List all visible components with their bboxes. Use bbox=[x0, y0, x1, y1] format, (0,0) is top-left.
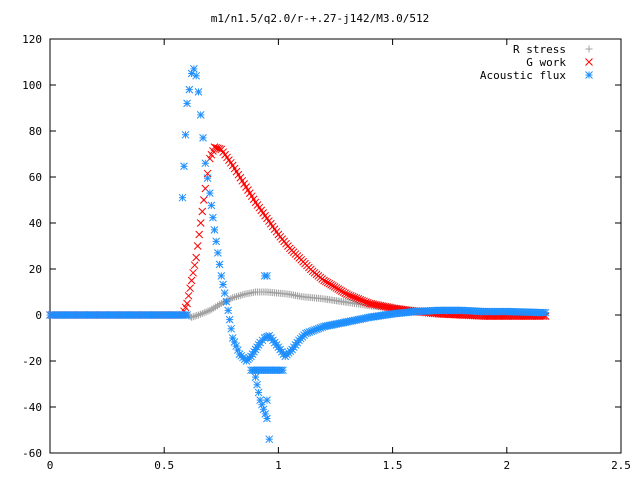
data-point bbox=[181, 130, 190, 139]
legend-label: R stress bbox=[513, 43, 566, 56]
data-point bbox=[219, 280, 227, 289]
y-tick-label: 20 bbox=[29, 263, 42, 276]
legend-label: G work bbox=[526, 56, 566, 69]
y-tick-label: 120 bbox=[22, 33, 42, 46]
data-point bbox=[183, 99, 191, 108]
data-point bbox=[225, 315, 234, 324]
y-tick-label: 60 bbox=[29, 171, 42, 184]
chart-title: m1/n1.5/q2.0/r-+.27-j142/M3.0/512 bbox=[211, 12, 430, 25]
data-point bbox=[195, 230, 204, 239]
data-point bbox=[199, 134, 207, 142]
axes bbox=[49, 38, 622, 454]
y-tick-label: 80 bbox=[29, 125, 42, 138]
data-point bbox=[224, 306, 233, 315]
data-point bbox=[210, 226, 219, 234]
data-point bbox=[185, 85, 194, 94]
y-tick-label: -40 bbox=[22, 401, 42, 414]
data-point bbox=[217, 272, 226, 280]
data-point bbox=[196, 219, 205, 227]
data-point bbox=[228, 334, 237, 342]
data-point bbox=[254, 388, 263, 397]
legend-label: Acoustic flux bbox=[480, 69, 566, 82]
x-tick-label: 2.5 bbox=[611, 459, 631, 472]
legend-marker bbox=[585, 58, 593, 66]
y-tick-label: -60 bbox=[22, 447, 42, 460]
data-point bbox=[203, 174, 212, 183]
plot-frame bbox=[49, 38, 622, 454]
data-point bbox=[187, 276, 196, 285]
y-tick-label: 100 bbox=[22, 79, 42, 92]
data-point bbox=[265, 435, 274, 444]
data-point bbox=[190, 65, 198, 73]
data-point bbox=[191, 312, 199, 320]
data-point bbox=[189, 268, 197, 277]
x-tick-label: 2 bbox=[503, 459, 510, 472]
x-tick-label: 0.5 bbox=[154, 459, 174, 472]
data-point bbox=[183, 299, 191, 308]
x-tick-label: 1.5 bbox=[383, 459, 403, 472]
y-tick-label: -20 bbox=[22, 355, 42, 368]
data-point bbox=[201, 159, 210, 168]
data-point bbox=[234, 292, 242, 300]
data-point bbox=[263, 272, 271, 280]
data-point bbox=[184, 291, 193, 300]
data-point bbox=[263, 414, 271, 423]
data-point bbox=[207, 201, 216, 210]
data-point bbox=[541, 308, 550, 317]
data-point bbox=[209, 213, 217, 222]
data-point bbox=[230, 338, 239, 346]
series-layer bbox=[46, 65, 550, 444]
data-point bbox=[194, 88, 203, 96]
data-point bbox=[214, 249, 222, 257]
data-point bbox=[206, 189, 214, 197]
data-point bbox=[251, 373, 260, 381]
data-point bbox=[183, 311, 191, 319]
data-point bbox=[178, 193, 187, 202]
data-point bbox=[236, 291, 244, 299]
data-point bbox=[212, 237, 221, 246]
data-point bbox=[279, 366, 287, 375]
data-point bbox=[199, 196, 208, 204]
data-point bbox=[263, 396, 271, 404]
data-point bbox=[253, 380, 261, 389]
y-tick-label: 40 bbox=[29, 217, 42, 230]
data-point bbox=[196, 111, 205, 119]
data-point bbox=[193, 312, 201, 320]
data-point bbox=[190, 261, 199, 270]
data-point bbox=[186, 284, 194, 293]
data-point bbox=[215, 260, 224, 269]
data-point bbox=[192, 71, 201, 80]
data-point bbox=[198, 207, 207, 216]
data-point bbox=[238, 291, 246, 299]
data-point bbox=[193, 242, 202, 250]
x-tick-label: 0 bbox=[47, 459, 54, 472]
data-point bbox=[192, 253, 201, 262]
data-point bbox=[220, 289, 229, 298]
legend-marker bbox=[585, 45, 593, 53]
legend-marker bbox=[585, 71, 593, 79]
tick-labels: 0 0.5 1 1.5 2 2.5 -60 -40 -20 0 20 40 60 80 100 120 bbox=[22, 33, 631, 472]
data-point bbox=[180, 162, 188, 171]
x-tick-label: 1 bbox=[275, 459, 282, 472]
data-point bbox=[227, 324, 236, 333]
data-point bbox=[222, 297, 231, 306]
data-point bbox=[189, 313, 197, 321]
y-tick-label: 0 bbox=[35, 309, 42, 322]
series-2 bbox=[46, 65, 550, 444]
